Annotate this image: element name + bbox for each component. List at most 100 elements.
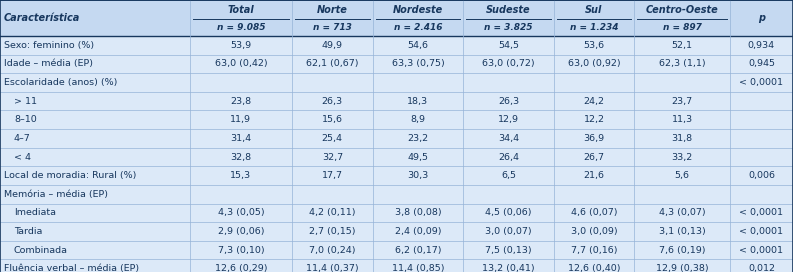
Text: 26,3: 26,3 [498,97,519,106]
Text: 4,3 (0,05): 4,3 (0,05) [217,208,264,217]
Text: 3,0 (0,09): 3,0 (0,09) [571,227,617,236]
Text: 6,2 (0,17): 6,2 (0,17) [395,246,441,255]
Text: 62,3 (1,1): 62,3 (1,1) [659,59,706,68]
Text: 12,6 (0,29): 12,6 (0,29) [215,264,267,272]
Text: Sudeste: Sudeste [486,5,531,15]
Text: 12,9 (0,38): 12,9 (0,38) [656,264,708,272]
Text: 15,6: 15,6 [322,115,343,124]
Text: 3,8 (0,08): 3,8 (0,08) [395,208,441,217]
Text: < 0,0001: < 0,0001 [739,246,783,255]
Text: Total: Total [228,5,255,15]
Text: 23,8: 23,8 [230,97,251,106]
Text: 0,945: 0,945 [748,59,775,68]
Text: 8–10: 8–10 [14,115,36,124]
Text: 4–7: 4–7 [14,134,31,143]
Text: 4,5 (0,06): 4,5 (0,06) [485,208,531,217]
Text: Imediata: Imediata [14,208,56,217]
Text: 23,2: 23,2 [408,134,428,143]
Text: n = 3.825: n = 3.825 [485,23,533,32]
Text: 36,9: 36,9 [584,134,604,143]
Text: 0,006: 0,006 [748,171,775,180]
Text: 7,7 (0,16): 7,7 (0,16) [571,246,617,255]
Text: 31,4: 31,4 [230,134,251,143]
Text: 21,6: 21,6 [584,171,604,180]
Text: 0,934: 0,934 [748,41,775,50]
Bar [0,0,793,36]
Text: 2,4 (0,09): 2,4 (0,09) [395,227,441,236]
Text: 49,9: 49,9 [322,41,343,50]
Bar [0,129,793,148]
Text: 7,6 (0,19): 7,6 (0,19) [659,246,705,255]
Text: 33,2: 33,2 [672,153,693,162]
Text: 6,5: 6,5 [501,171,516,180]
Text: 4,3 (0,07): 4,3 (0,07) [659,208,706,217]
Text: Escolaridade (anos) (%): Escolaridade (anos) (%) [4,78,117,87]
Bar [0,36,793,54]
Text: 49,5: 49,5 [408,153,428,162]
Text: Norte: Norte [317,5,347,15]
Bar [0,110,793,129]
Text: Característica: Característica [4,13,80,23]
Text: 25,4: 25,4 [322,134,343,143]
Text: n = 1.234: n = 1.234 [569,23,619,32]
Text: 12,6 (0,40): 12,6 (0,40) [568,264,620,272]
Text: 24,2: 24,2 [584,97,604,106]
Text: 30,3: 30,3 [408,171,428,180]
Text: 7,3 (0,10): 7,3 (0,10) [217,246,264,255]
Text: 54,5: 54,5 [498,41,519,50]
Bar [0,241,793,259]
Text: 11,3: 11,3 [672,115,692,124]
Text: n = 9.085: n = 9.085 [216,23,265,32]
Text: Local de moradia: Rural (%): Local de moradia: Rural (%) [4,171,136,180]
Text: 4,6 (0,07): 4,6 (0,07) [571,208,617,217]
Text: n = 2.416: n = 2.416 [393,23,442,32]
Text: 62,1 (0,67): 62,1 (0,67) [306,59,358,68]
Text: Tardia: Tardia [14,227,42,236]
Text: Fluência verbal – média (EP): Fluência verbal – média (EP) [4,264,139,272]
Text: Centro-Oeste: Centro-Oeste [646,5,718,15]
Text: 53,9: 53,9 [230,41,251,50]
Text: 63,0 (0,92): 63,0 (0,92) [568,59,620,68]
Text: n = 897: n = 897 [663,23,702,32]
Text: 32,8: 32,8 [230,153,251,162]
Text: 54,6: 54,6 [408,41,428,50]
Text: 11,4 (0,85): 11,4 (0,85) [392,264,444,272]
Text: 18,3: 18,3 [408,97,428,106]
Text: 34,4: 34,4 [498,134,519,143]
Bar [0,203,793,222]
Bar [0,222,793,241]
Bar [0,73,793,92]
Text: 52,1: 52,1 [672,41,692,50]
Bar [0,148,793,166]
Text: 3,0 (0,07): 3,0 (0,07) [485,227,532,236]
Text: 26,4: 26,4 [498,153,519,162]
Text: 17,7: 17,7 [322,171,343,180]
Text: Sul: Sul [585,5,603,15]
Text: Combinada: Combinada [14,246,68,255]
Bar [0,166,793,185]
Text: < 0,0001: < 0,0001 [739,227,783,236]
Text: 26,3: 26,3 [322,97,343,106]
Text: 8,9: 8,9 [411,115,425,124]
Text: 2,9 (0,06): 2,9 (0,06) [217,227,264,236]
Bar [0,54,793,73]
Text: n = 713: n = 713 [313,23,352,32]
Bar [0,259,793,272]
Text: 63,3 (0,75): 63,3 (0,75) [392,59,444,68]
Text: 13,2 (0,41): 13,2 (0,41) [482,264,534,272]
Text: 4,2 (0,11): 4,2 (0,11) [309,208,355,217]
Text: 12,2: 12,2 [584,115,604,124]
Text: 23,7: 23,7 [672,97,692,106]
Text: < 0,0001: < 0,0001 [739,78,783,87]
Text: > 11: > 11 [14,97,37,106]
Text: 7,0 (0,24): 7,0 (0,24) [309,246,355,255]
Text: 7,5 (0,13): 7,5 (0,13) [485,246,532,255]
Text: 5,6: 5,6 [675,171,690,180]
Text: < 0,0001: < 0,0001 [739,208,783,217]
Text: 11,4 (0,37): 11,4 (0,37) [306,264,358,272]
Text: 32,7: 32,7 [322,153,343,162]
Text: 31,8: 31,8 [672,134,692,143]
Text: < 4: < 4 [14,153,31,162]
Text: 63,0 (0,42): 63,0 (0,42) [215,59,267,68]
Text: 15,3: 15,3 [230,171,251,180]
